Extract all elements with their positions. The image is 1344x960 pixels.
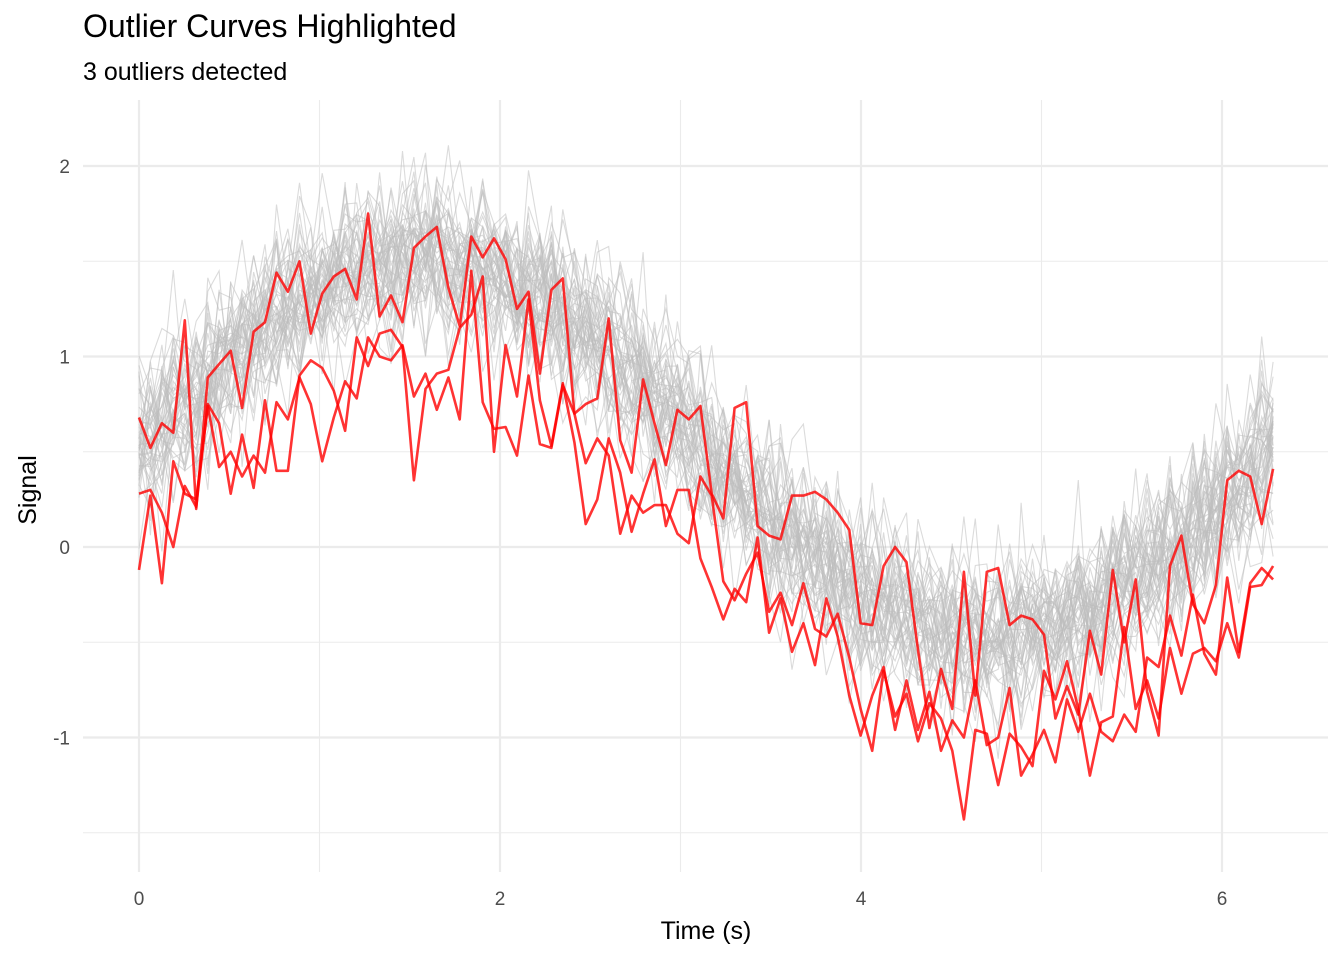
axis-ticks: 0 2 4 6 -1 0 1 2 [53,157,1227,910]
y-tick-label: 0 [59,538,70,559]
y-tick-label: -1 [53,729,70,750]
background-curve [138,232,1274,723]
background-curve [138,190,1274,657]
x-axis-title: Time (s) [661,917,752,945]
x-tick-label: 2 [495,889,506,910]
outlier-curves [137,212,1275,821]
background-curve [138,210,1274,711]
outlier-curve-3 [137,269,1275,821]
y-tick-label: 1 [59,348,70,369]
background-curve [138,176,1274,691]
chart-subtitle: 3 outliers detected [83,58,288,86]
chart-title: Outlier Curves Highlighted [83,8,457,44]
outlier-curve-1 [137,212,1275,737]
x-tick-label: 0 [134,889,145,910]
x-tick-label: 4 [856,889,867,910]
y-axis-title: Signal [14,455,42,525]
outlier-curve-2 [138,275,1275,777]
x-tick-label: 6 [1217,889,1228,910]
y-tick-label: 2 [59,157,70,178]
